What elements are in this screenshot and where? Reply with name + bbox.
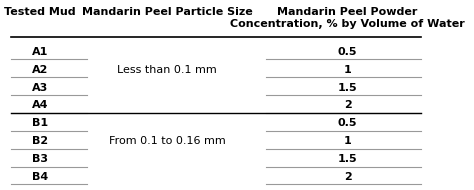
Text: 0.5: 0.5 <box>338 47 357 57</box>
Text: 2: 2 <box>344 172 351 182</box>
Text: Less than 0.1 mm: Less than 0.1 mm <box>118 65 217 74</box>
Text: 1: 1 <box>344 65 351 74</box>
Text: 1: 1 <box>344 136 351 146</box>
Text: B1: B1 <box>32 118 48 128</box>
Text: Mandarin Peel Powder
Concentration, % by Volume of Water: Mandarin Peel Powder Concentration, % by… <box>230 7 465 29</box>
Text: A1: A1 <box>32 47 48 57</box>
Text: Mandarin Peel Particle Size: Mandarin Peel Particle Size <box>82 7 253 17</box>
Text: B3: B3 <box>32 154 48 164</box>
Text: 1.5: 1.5 <box>338 82 357 93</box>
Text: From 0.1 to 0.16 mm: From 0.1 to 0.16 mm <box>109 136 226 146</box>
Text: A3: A3 <box>32 82 48 93</box>
Text: 0.5: 0.5 <box>338 118 357 128</box>
Text: Tested Mud: Tested Mud <box>4 7 76 17</box>
Text: 2: 2 <box>344 101 351 110</box>
Text: 1.5: 1.5 <box>338 154 357 164</box>
Text: B4: B4 <box>32 172 48 182</box>
Text: A4: A4 <box>32 101 48 110</box>
Text: B2: B2 <box>32 136 48 146</box>
Text: A2: A2 <box>32 65 48 74</box>
